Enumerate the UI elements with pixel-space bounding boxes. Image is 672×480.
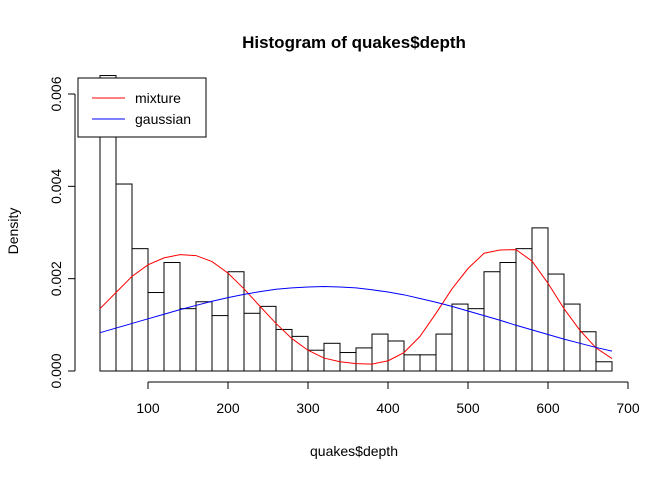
- y-tick-label: 0.000: [48, 353, 64, 388]
- y-tick-label: 0.004: [48, 169, 64, 204]
- histogram-bar: [259, 305, 277, 372]
- histogram-bar: [419, 354, 437, 372]
- histogram-bar: [435, 333, 453, 372]
- histogram-bar: [483, 271, 501, 372]
- histogram-bar: [563, 303, 581, 372]
- series-line-mixture: [99, 249, 613, 365]
- x-tick-label: 300: [296, 400, 320, 416]
- histogram-bar: [115, 183, 133, 372]
- histogram-bar: [195, 301, 213, 372]
- histogram-bar: [307, 349, 325, 372]
- y-tick-label: 0.002: [48, 261, 64, 296]
- histogram-bar: [531, 227, 549, 372]
- x-tick-label: 500: [456, 400, 480, 416]
- histogram-bar: [211, 315, 229, 372]
- histogram-bar: [547, 273, 565, 372]
- histogram-bar: [467, 308, 485, 372]
- series-line-gaussian: [99, 286, 613, 352]
- histogram-bar: [163, 262, 181, 372]
- x-tick-label: 100: [136, 400, 160, 416]
- x-axis: 100 200 300 400 500 600 700: [136, 381, 640, 416]
- x-tick-label: 400: [376, 400, 400, 416]
- y-axis: 0.000 0.002 0.004 0.006: [48, 76, 76, 389]
- histogram-bar: [179, 308, 197, 372]
- histogram-bar: [147, 292, 165, 372]
- histogram-bar: [291, 335, 309, 372]
- histogram-bar: [387, 340, 405, 372]
- histogram-bar: [275, 328, 293, 372]
- x-axis-label: quakes$depth: [310, 443, 398, 459]
- density-curves: [99, 249, 613, 365]
- histogram-bar: [243, 312, 261, 372]
- histogram-bar: [403, 354, 421, 372]
- histogram-bar: [595, 361, 613, 372]
- histogram-bar: [355, 347, 373, 372]
- y-tick-label: 0.006: [48, 76, 64, 111]
- histogram-bar: [371, 333, 389, 372]
- histogram-bar: [451, 303, 469, 372]
- y-axis-label: Density: [5, 208, 21, 255]
- chart-title: Histogram of quakes$depth: [242, 33, 466, 52]
- legend-box: [77, 77, 207, 138]
- histogram-bar: [499, 262, 517, 372]
- legend: mixture gaussian: [77, 77, 207, 138]
- histogram-bar: [579, 331, 597, 372]
- legend-label-mixture: mixture: [135, 90, 181, 106]
- histogram-bar: [323, 342, 341, 372]
- x-tick-label: 200: [216, 400, 240, 416]
- x-tick-label: 600: [536, 400, 560, 416]
- x-tick-label: 700: [616, 400, 640, 416]
- histogram-bar: [515, 248, 533, 372]
- legend-label-gaussian: gaussian: [135, 111, 191, 127]
